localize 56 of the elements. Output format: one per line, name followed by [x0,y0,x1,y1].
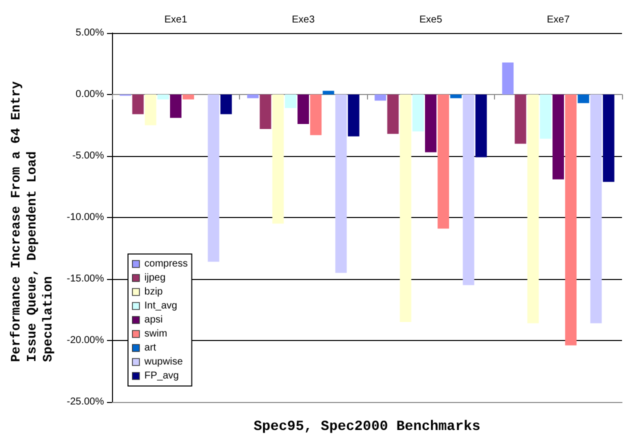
bar [144,94,156,126]
bar [590,94,602,324]
bar [310,94,322,136]
bar [450,94,462,98]
bar [348,94,360,136]
bar [298,94,309,124]
y-tick-label: 0.00% [76,89,104,100]
legend-label: swim [144,328,168,340]
bar [208,94,220,262]
bar [260,94,272,129]
bar [170,94,182,118]
bar [182,94,194,100]
y-axis-title: Performance Increase From a 64 Entry Issue Queue, Dependent Load Speculation [8,73,56,362]
bar [412,94,424,132]
y-tick-label: -20.00% [66,335,104,346]
bar [514,94,526,144]
legend-label: wupwise [143,356,184,368]
bar [272,94,284,224]
bar [322,90,334,94]
x-tick-label: Exe7 [546,14,570,26]
legend-label: art [144,342,156,354]
bar [578,94,590,104]
bar [552,94,564,180]
legend-label: Int_avg [144,300,178,312]
bar [462,94,474,286]
bar [425,94,436,152]
bar [220,94,232,114]
x-tick-label: Exe1 [164,14,188,26]
bar [387,94,399,134]
x-axis-title: Spec95, Spec2000 Benchmarks [254,419,480,434]
legend-label: apsi [144,314,163,326]
y-tick-label: -25.00% [66,396,104,408]
x-tick-label: Exe5 [419,14,443,26]
y-tick-label: -10.00% [66,212,104,223]
bar [475,94,487,158]
bar [438,94,450,229]
y-tick-label: 5.00% [76,28,104,38]
y-tick-label: -15.00% [66,274,104,284]
legend-label: ijpeg [144,272,166,284]
bar [602,94,614,182]
legend-label: compress [144,258,188,270]
bar [400,94,412,322]
bar [527,94,539,324]
bar [374,94,386,101]
bar [132,94,144,114]
bar [335,94,347,273]
bar [284,94,296,108]
legend-label: FP_avg [144,370,179,382]
x-tick-label: Exe3 [292,14,316,26]
bar [502,62,514,94]
legend-label: bzip [144,286,164,298]
bar [247,94,259,98]
bar [565,94,577,346]
bar [157,94,169,100]
y-tick-label: -5.00% [72,150,104,162]
bar [540,94,552,139]
